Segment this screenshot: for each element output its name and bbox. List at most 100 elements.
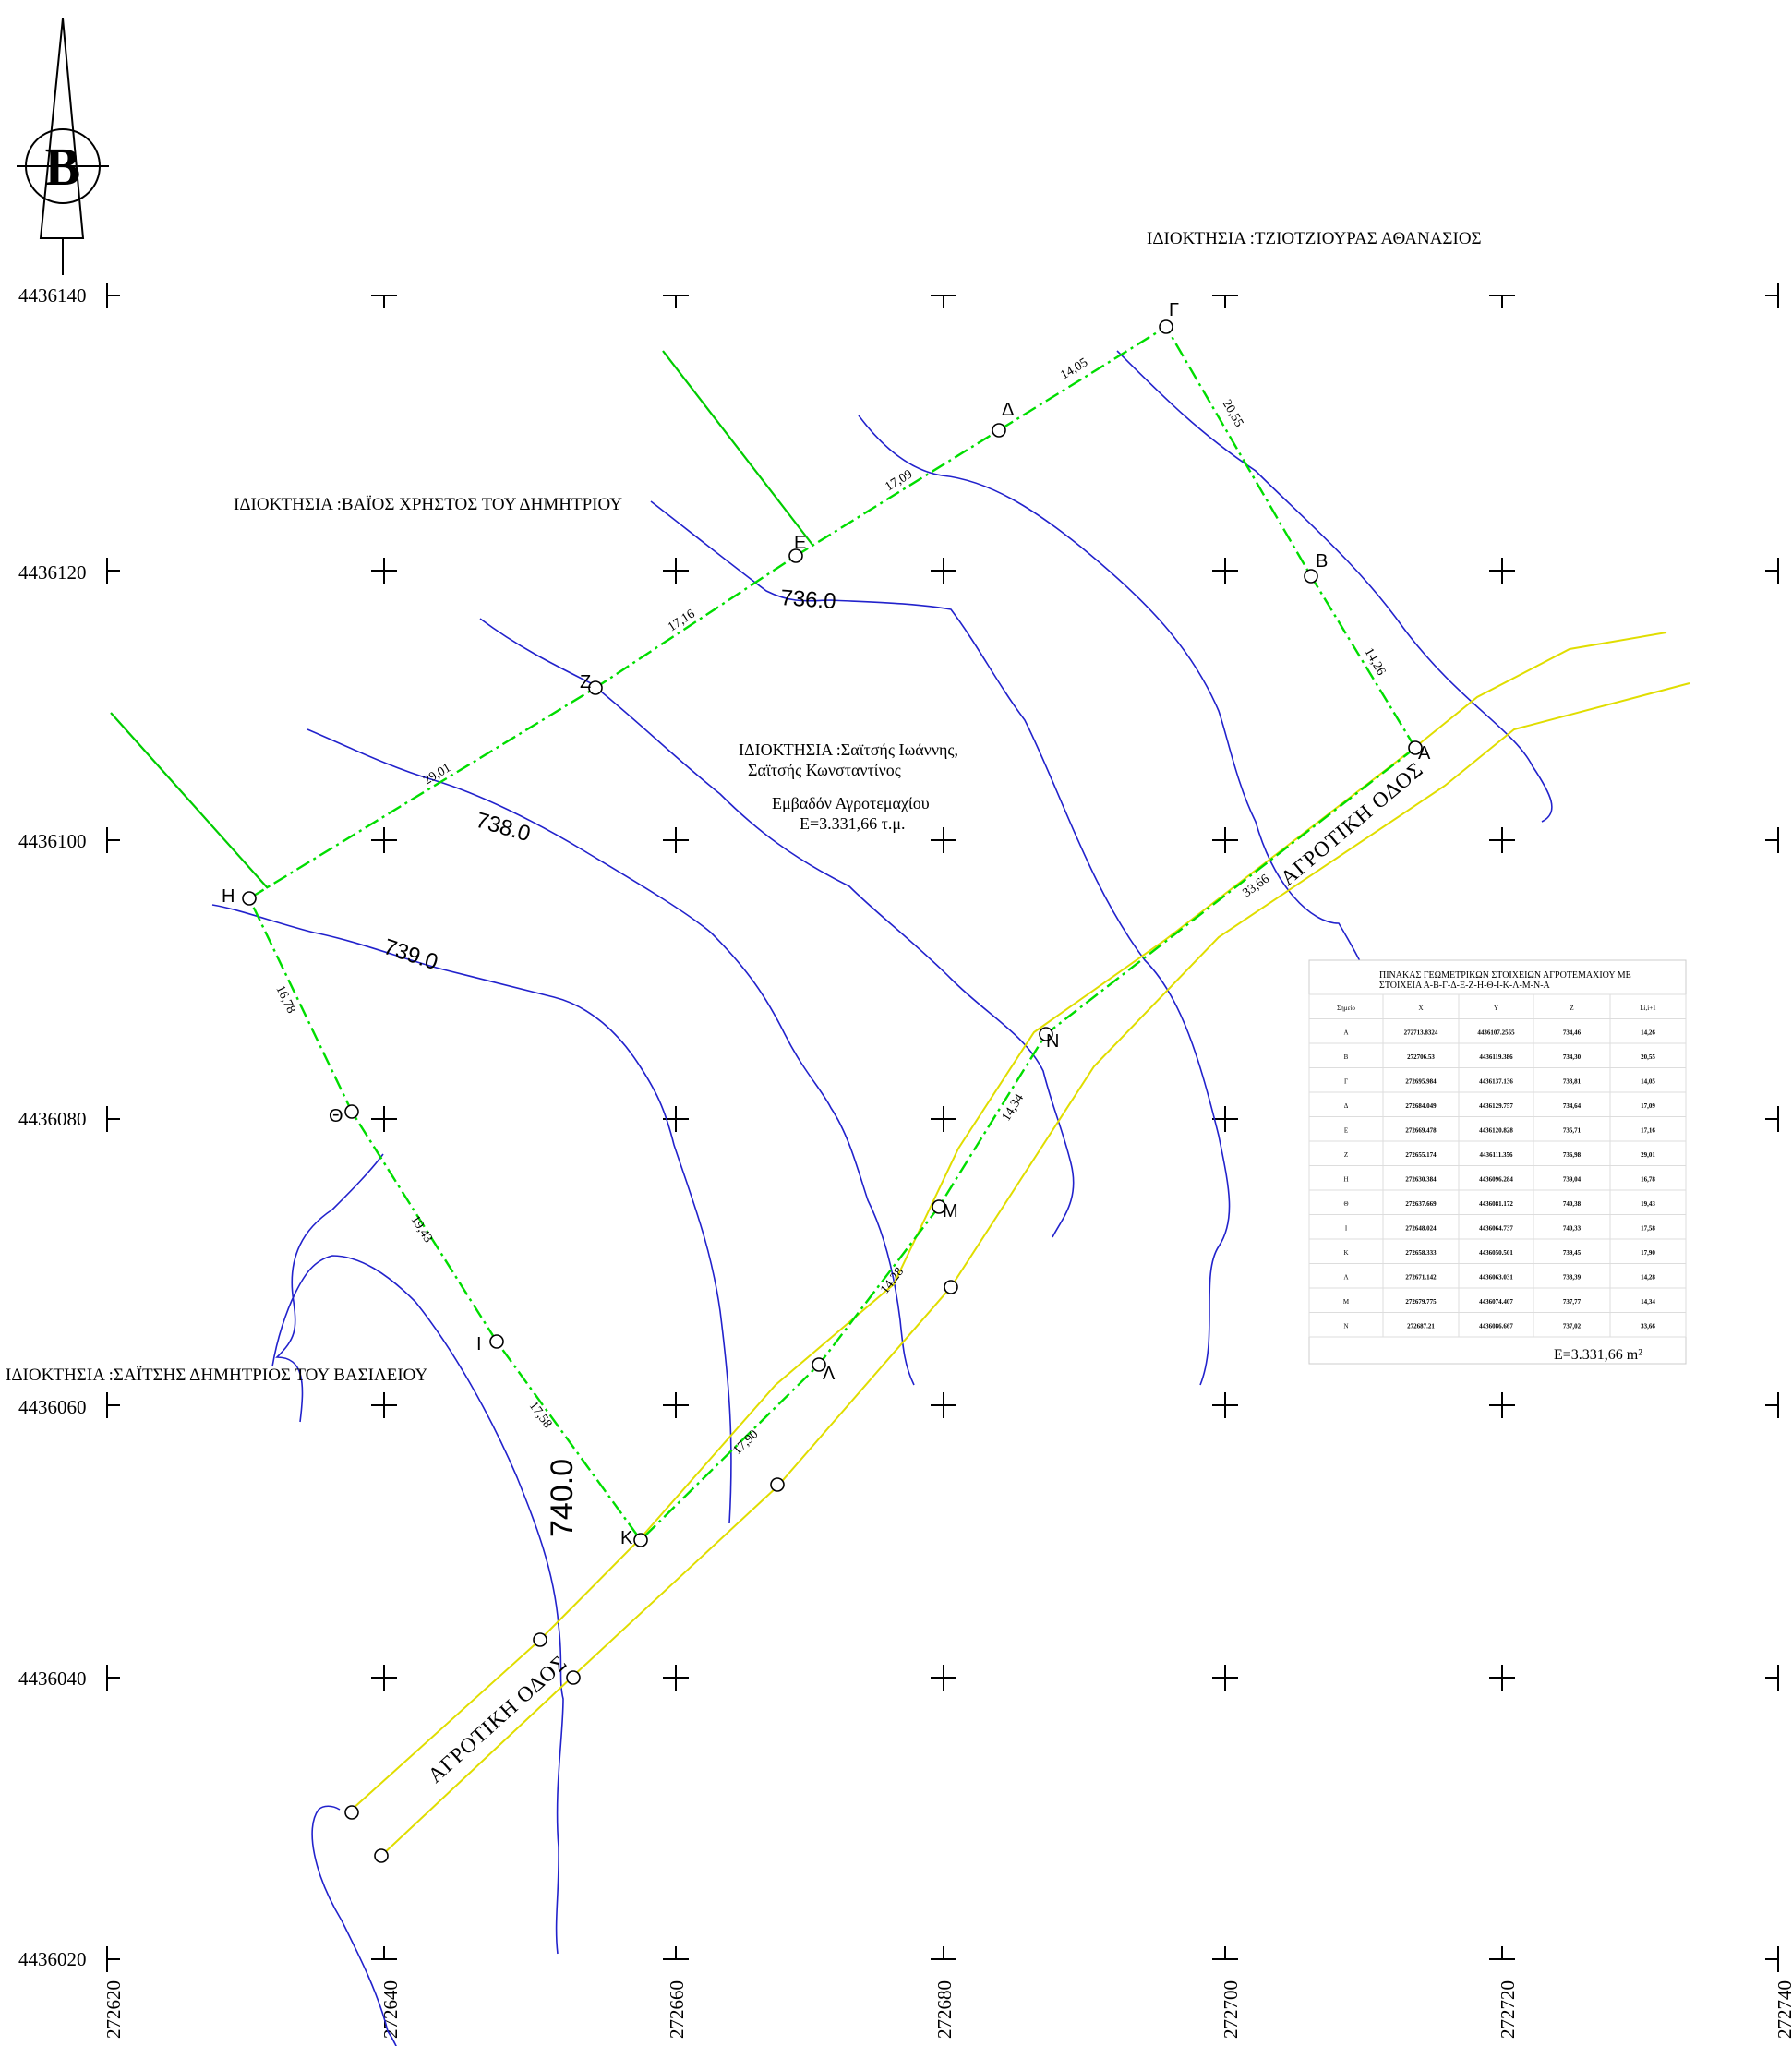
table-cell: 17,16 [1641, 1127, 1655, 1135]
vertex-label-g: Γ [1169, 300, 1179, 320]
y-tick-label: 4436040 [18, 1667, 87, 1690]
table-cell: Ι [1345, 1225, 1348, 1233]
segment-labels: 14,26 20,55 14,05 17,09 17,16 29,01 16,7… [272, 355, 1388, 1458]
vertex-marker [344, 1104, 359, 1119]
table-cell: 17,90 [1641, 1249, 1655, 1257]
table-title-line-1: ΠΙΝΑΚΑΣ ΓΕΩΜΕΤΡΙΚΩΝ ΣΤΟΙΧΕΙΩΝ ΑΓΡΟΤΕΜΑΧΙ… [1379, 970, 1631, 981]
vertex-marker [1159, 319, 1173, 334]
table-cell: Γ [1344, 1078, 1348, 1086]
table-cell: 4436119.386 [1479, 1053, 1513, 1061]
table-cell: 272684.049 [1405, 1102, 1437, 1110]
y-tick-label: 4436120 [18, 561, 87, 584]
contour-line [650, 500, 1231, 1386]
table-cell: Λ [1343, 1274, 1348, 1282]
vertex-markers [242, 319, 1423, 1547]
contour-line [275, 1153, 384, 1423]
segment-length: 14,34 [1000, 1091, 1027, 1124]
segment-length: 14,26 [1362, 646, 1389, 679]
agricultural-road [351, 632, 1690, 1857]
table-cell: 4436086.667 [1479, 1323, 1513, 1330]
table-cell: 739,04 [1563, 1176, 1582, 1184]
contour-line [211, 904, 732, 1524]
contour-line [311, 1805, 397, 2046]
table-cell: 272706.53 [1407, 1053, 1435, 1061]
neighbor-boundaries [110, 350, 813, 889]
vertex-label-e: Ε [794, 533, 806, 553]
contour-line [1116, 350, 1553, 823]
parcel-boundary [247, 325, 1417, 1542]
vertex-label-th: Θ [329, 1106, 343, 1126]
y-tick-label: 4436020 [18, 1948, 87, 1970]
table-header-cell: Li,i+1 [1640, 1005, 1656, 1012]
table-cell: 4436063.031 [1479, 1274, 1513, 1282]
coordinate-grid [106, 283, 1779, 1972]
segment-length: 33,66 [1241, 873, 1272, 901]
table-cell: 17,09 [1641, 1102, 1655, 1110]
contour-label: 739.0 [380, 934, 440, 975]
north-arrow-icon: Β [17, 18, 109, 275]
vertex-label-z: Ζ [580, 672, 591, 692]
table-cell: 4436096.284 [1479, 1176, 1513, 1184]
contour-label: 738.0 [473, 808, 533, 848]
table-cell: 4436129.757 [1479, 1102, 1513, 1110]
table-cell: 734,64 [1563, 1102, 1582, 1110]
segment-length: 16,78 [272, 983, 297, 1016]
vertex-marker [1304, 569, 1318, 584]
vertex-label-k: Κ [620, 1528, 633, 1548]
owner-label-northeast: ΙΔΙΟΚΤΗΣΙΑ :ΤΖΙΟΤΖΙΟΥΡΑΣ ΑΘΑΝΑΣΙΟΣ [1147, 229, 1482, 248]
table-cell: Κ [1343, 1249, 1348, 1257]
x-axis-labels: 272620 272640 272660 272680 272700 27272… [102, 1980, 1792, 2039]
vertex-marker [788, 548, 803, 563]
table-cell: 272658.333 [1405, 1249, 1437, 1257]
table-cell: Ν [1343, 1323, 1348, 1330]
vertex-marker [992, 423, 1006, 438]
vertex-label-a: Α [1418, 743, 1431, 764]
table-cell: Θ [1343, 1200, 1348, 1208]
table-cell: Α [1343, 1029, 1348, 1037]
contour-label: 736.0 [780, 585, 837, 614]
table-cell: 4436074.407 [1479, 1298, 1513, 1306]
vertex-label-h: Η [222, 886, 235, 907]
table-area-total: Ε=3.331,66 m² [1554, 1347, 1642, 1363]
table-cell: 736,98 [1563, 1151, 1582, 1159]
contour-label: 740.0 [545, 1459, 580, 1537]
table-cell: 740,33 [1563, 1225, 1582, 1233]
table-cell: 272669.478 [1405, 1127, 1437, 1135]
x-tick-label: 272660 [666, 1980, 688, 2039]
road-markers [344, 1280, 958, 1863]
table-header-cell: Σημείο [1337, 1005, 1355, 1012]
table-cell: 738,39 [1563, 1274, 1582, 1282]
table-cell: 4436137.136 [1479, 1078, 1513, 1086]
table-header-cell: X [1418, 1005, 1423, 1012]
table-cell: 33,66 [1641, 1323, 1655, 1330]
road-edge [380, 682, 1690, 1857]
table-cell: 4436064.737 [1479, 1225, 1513, 1233]
table-cell: 14,26 [1641, 1029, 1655, 1037]
table-cell: 14,34 [1641, 1298, 1655, 1306]
vertex-marker [588, 680, 603, 695]
contour-line [271, 1255, 564, 1955]
vertex-label-d: Δ [1002, 400, 1014, 420]
segment-length: 14,05 [1058, 355, 1090, 382]
table-cell: 4436081.172 [1479, 1200, 1513, 1208]
table-cell: 734,46 [1563, 1029, 1582, 1037]
vertex-marker [1039, 1027, 1053, 1041]
vertex-label-l: Λ [823, 1364, 836, 1384]
table-cell: 4436111.356 [1480, 1151, 1513, 1159]
table-cell: 29,01 [1641, 1151, 1655, 1159]
owner-label-west: ΙΔΙΟΚΤΗΣΙΑ :ΣΑΪΤΣΗΣ ΔΗΜΗΤΡΙΟΣ ΤΟΥ ΒΑΣΙΛΕ… [6, 1366, 427, 1385]
vertex-marker [489, 1334, 504, 1349]
table-cell: 737,77 [1563, 1298, 1582, 1306]
y-tick-label: 4436080 [18, 1108, 87, 1130]
vertex-label-i: Ι [476, 1334, 482, 1354]
x-tick-label: 272740 [1774, 1980, 1792, 2039]
road-label: ΑΓΡΟΤΙΚΗ ΟΔΟΣ [1276, 757, 1427, 889]
table-cell: Μ [1343, 1298, 1350, 1306]
table-cell: 272630.384 [1405, 1176, 1437, 1184]
table-cell: 19,43 [1641, 1200, 1655, 1208]
road-label: ΑΓΡΟΤΙΚΗ ΟΔΟΣ [424, 1651, 571, 1787]
table-cell: 4436107.2555 [1477, 1029, 1515, 1037]
table-cell: 272679.775 [1405, 1298, 1437, 1306]
table-cell: Β [1344, 1053, 1349, 1061]
